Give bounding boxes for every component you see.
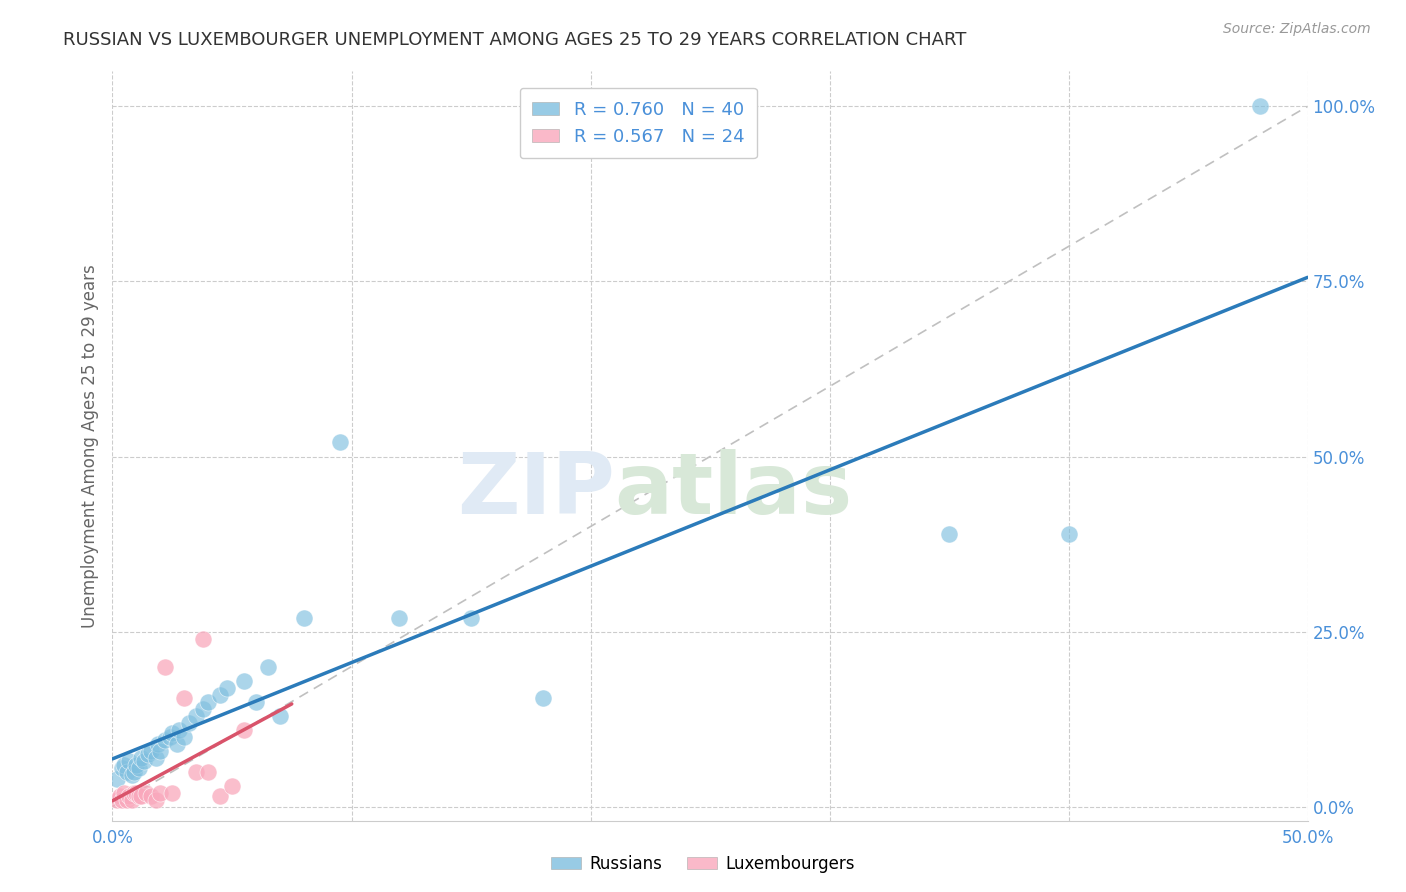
- Point: [292, 610, 315, 624]
- Point: [233, 673, 256, 688]
- Point: [1057, 526, 1080, 541]
- Point: [132, 754, 155, 768]
- Point: [1249, 99, 1271, 113]
- Point: [269, 708, 291, 723]
- Point: [122, 764, 145, 779]
- Point: [329, 435, 352, 450]
- Point: [197, 764, 219, 779]
- Point: [162, 726, 183, 740]
- Point: [173, 730, 195, 744]
- Point: [139, 789, 162, 804]
- Point: [193, 701, 215, 715]
- Point: [257, 659, 280, 673]
- Legend: Russians, Luxembourgers: Russians, Luxembourgers: [544, 848, 862, 880]
- Point: [145, 750, 167, 764]
- Point: [159, 730, 181, 744]
- Point: [121, 768, 143, 782]
- Point: [108, 789, 131, 804]
- Point: [153, 659, 176, 673]
- Point: [138, 747, 160, 761]
- Point: [114, 786, 135, 800]
- Point: [221, 779, 243, 793]
- Point: [938, 526, 960, 541]
- Text: atlas: atlas: [614, 450, 852, 533]
- Point: [125, 786, 148, 800]
- Point: [145, 792, 167, 806]
- Point: [128, 761, 150, 775]
- Point: [105, 772, 128, 786]
- Point: [139, 743, 162, 757]
- Point: [146, 737, 169, 751]
- Point: [166, 737, 188, 751]
- Point: [186, 764, 208, 779]
- Point: [153, 733, 176, 747]
- Point: [135, 786, 157, 800]
- Point: [122, 786, 145, 800]
- Legend: R = 0.760   N = 40, R = 0.567   N = 24: R = 0.760 N = 40, R = 0.567 N = 24: [520, 88, 756, 158]
- Point: [114, 757, 135, 772]
- Point: [173, 691, 195, 706]
- Point: [125, 757, 148, 772]
- Point: [217, 681, 239, 695]
- Point: [115, 764, 138, 779]
- Y-axis label: Unemployment Among Ages 25 to 29 years: Unemployment Among Ages 25 to 29 years: [80, 264, 98, 628]
- Point: [186, 708, 208, 723]
- Point: [169, 723, 191, 737]
- Point: [149, 743, 172, 757]
- Point: [388, 610, 411, 624]
- Point: [118, 754, 141, 768]
- Text: RUSSIAN VS LUXEMBOURGER UNEMPLOYMENT AMONG AGES 25 TO 29 YEARS CORRELATION CHART: RUSSIAN VS LUXEMBOURGER UNEMPLOYMENT AMO…: [63, 31, 967, 49]
- Text: Source: ZipAtlas.com: Source: ZipAtlas.com: [1223, 22, 1371, 37]
- Point: [197, 695, 219, 709]
- Point: [111, 761, 134, 775]
- Point: [105, 792, 128, 806]
- Point: [233, 723, 256, 737]
- Point: [193, 632, 215, 646]
- Point: [162, 786, 183, 800]
- Point: [111, 792, 134, 806]
- Point: [209, 688, 232, 702]
- Point: [177, 715, 200, 730]
- Point: [531, 691, 554, 706]
- Point: [115, 792, 138, 806]
- Point: [121, 792, 143, 806]
- Point: [460, 610, 482, 624]
- Text: ZIP: ZIP: [457, 450, 614, 533]
- Point: [129, 750, 152, 764]
- Point: [209, 789, 232, 804]
- Point: [129, 789, 152, 804]
- Point: [118, 789, 141, 804]
- Point: [149, 786, 172, 800]
- Point: [245, 695, 267, 709]
- Point: [128, 789, 150, 804]
